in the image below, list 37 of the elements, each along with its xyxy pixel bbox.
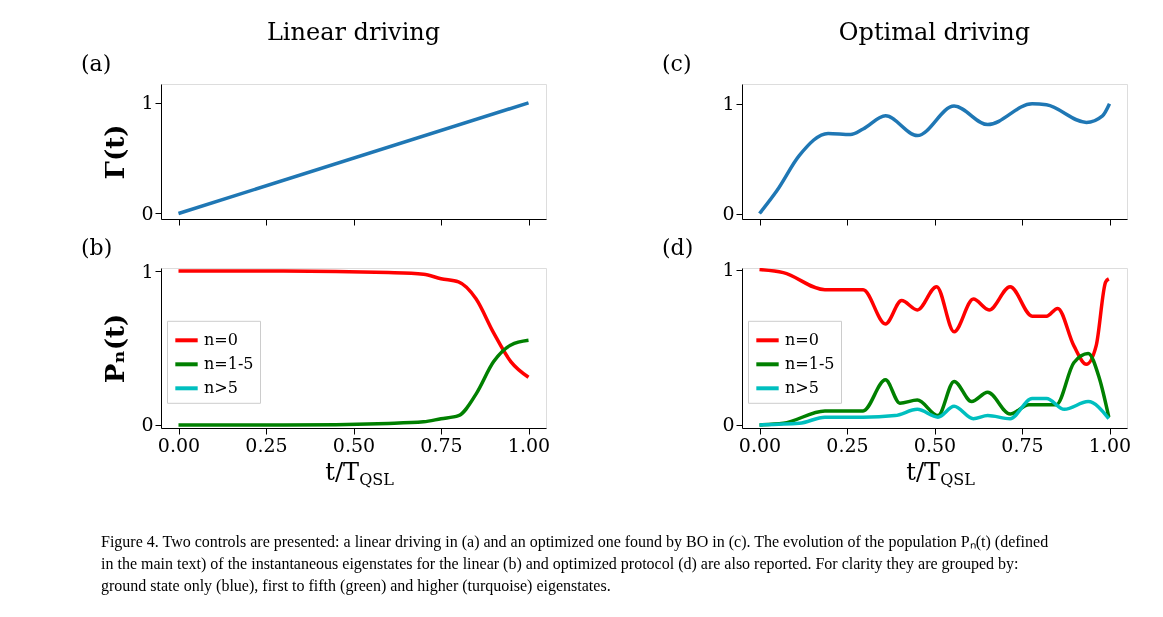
x-tick-label: 1.00 bbox=[1088, 433, 1132, 456]
y-axis-title: Pₙ(t) bbox=[100, 313, 131, 384]
line-series bbox=[757, 268, 1111, 367]
chart-title: Linear driving bbox=[266, 18, 441, 46]
legend-label: n=1-5 bbox=[204, 354, 254, 374]
y-tick-label: 1 bbox=[141, 259, 154, 282]
x-tick-label: 0.00 bbox=[157, 433, 201, 456]
line-series bbox=[757, 102, 1112, 216]
caption: Figure 4. Two controls are presented: a linear driving in (a) and an optimized one found by BO in (c). The evolution of the population Pₙ(t) (defined in the main text) of the instantaneous eigenstates for the linear (b) and optimized protocol (d) are also reported. For clarity they are grouped by: ground state only (blue), first to fifth (green) and higher (turquoise) eigenstates. bbox=[101, 533, 1049, 595]
y-tick-label: 0 bbox=[722, 413, 735, 436]
chart-title: Optimal driving bbox=[838, 18, 1031, 46]
x-tick-label: 1.00 bbox=[507, 433, 551, 456]
line-series bbox=[757, 396, 1111, 427]
y-tick-label: 1 bbox=[722, 258, 735, 281]
legend-label: n=0 bbox=[204, 330, 238, 350]
y-axis-title: Γ(t) bbox=[100, 124, 131, 180]
x-tick-label: 0.50 bbox=[913, 433, 957, 456]
x-tick-label: 0.75 bbox=[1001, 433, 1044, 456]
y-tick-label: 0 bbox=[141, 413, 154, 436]
x-tick-label: 0.50 bbox=[332, 433, 376, 456]
y-tick-label: 0 bbox=[722, 202, 735, 225]
x-tick-label: 0.25 bbox=[245, 433, 288, 456]
legend-label: n=1-5 bbox=[785, 354, 835, 374]
legend-label: n>5 bbox=[204, 378, 238, 398]
legend-label: n=0 bbox=[785, 330, 819, 350]
text: (b) bbox=[81, 235, 113, 260]
text: (c) bbox=[662, 51, 692, 76]
x-tick-label: 0.00 bbox=[738, 433, 782, 456]
y-tick-label: 1 bbox=[722, 92, 735, 115]
text: (a) bbox=[81, 51, 112, 76]
legend-label: n>5 bbox=[785, 378, 819, 398]
y-tick-label: 0 bbox=[141, 201, 154, 224]
y-tick-label: 1 bbox=[141, 91, 154, 114]
text: (d) bbox=[662, 235, 694, 260]
line-series bbox=[176, 269, 531, 379]
x-tick-label: 0.25 bbox=[826, 433, 869, 456]
x-tick-label: 0.75 bbox=[420, 433, 463, 456]
